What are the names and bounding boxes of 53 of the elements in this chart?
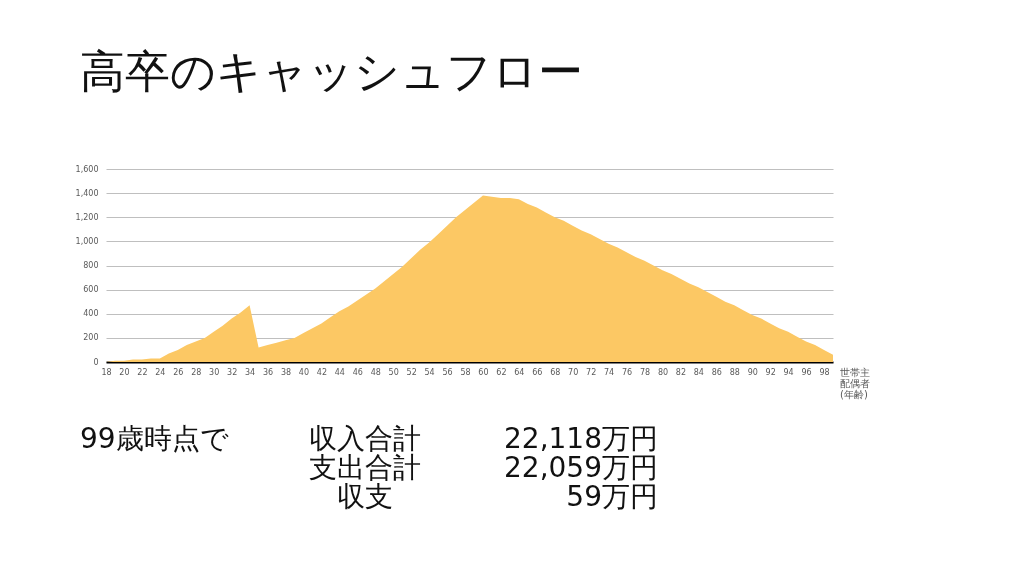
y-tick-label: 800 <box>83 261 99 270</box>
x-tick-label: 68 <box>550 367 561 377</box>
x-tick-label: 40 <box>298 367 310 377</box>
x-tick-label: 92 <box>765 367 776 377</box>
x-tick-label: 72 <box>586 367 597 377</box>
y-tick-label: 1,400 <box>75 188 99 198</box>
chart-title: 高卒のキャッシュフロー <box>80 45 583 98</box>
x-tick-label: 48 <box>370 367 381 377</box>
x-tick-label: 80 <box>657 367 669 377</box>
x-tick-label: 70 <box>568 367 579 377</box>
x-tick-label: 84 <box>693 367 704 377</box>
x-tick-label: 74 <box>604 367 615 377</box>
x-tick-label: 18 <box>101 367 112 377</box>
y-tick-label: 0 <box>93 357 99 367</box>
x-tick-label: 64 <box>514 367 525 377</box>
x-axis-title: 世帯主配偶者(年齢) <box>840 367 871 400</box>
x-tick-label: 52 <box>406 367 417 377</box>
x-tick-label: 50 <box>388 367 399 377</box>
x-tick-label: 86 <box>711 367 722 377</box>
x-tick-label: 90 <box>747 367 758 377</box>
x-tick-label: 44 <box>334 367 345 377</box>
x-tick-label: 76 <box>621 367 633 377</box>
y-tick-label: 600 <box>83 285 99 295</box>
x-tick-label: 78 <box>639 367 651 377</box>
x-tick-label: 62 <box>496 367 507 377</box>
x-tick-label: 46 <box>352 367 363 377</box>
x-tick-label: 22 <box>137 367 148 377</box>
x-tick-label: 82 <box>675 367 687 377</box>
x-tick-label: 58 <box>460 367 471 377</box>
y-tick-label: 1,600 <box>75 164 99 174</box>
x-tick-label: 96 <box>801 367 812 377</box>
x-tick-label: 20 <box>119 367 130 377</box>
x-tick-label: 32 <box>227 367 238 377</box>
x-tick-label: 88 <box>729 367 740 377</box>
x-tick-label: 28 <box>191 367 202 377</box>
x-tick-label: 60 <box>478 367 489 377</box>
x-tick-label: 38 <box>280 367 292 377</box>
x-tick-label: 42 <box>316 367 327 377</box>
text: 99歳時点で <box>80 422 230 455</box>
x-tick-label: 36 <box>262 367 274 377</box>
x-tick-label: 66 <box>532 367 543 377</box>
y-tick-label: 1,200 <box>75 212 99 222</box>
x-tick-label: 94 <box>783 367 794 377</box>
y-tick-label: 1,000 <box>75 236 99 246</box>
x-tick-label: 30 <box>209 367 220 377</box>
x-tick-label: 26 <box>173 367 184 377</box>
x-tick-label: 56 <box>442 367 453 377</box>
x-tick-label: 24 <box>155 367 166 377</box>
x-tick-label: 34 <box>245 367 256 377</box>
x-tick-label: 54 <box>424 367 435 377</box>
x-tick-label: 98 <box>819 367 830 377</box>
y-tick-label: 200 <box>83 333 99 343</box>
y-tick-label: 400 <box>83 309 99 319</box>
